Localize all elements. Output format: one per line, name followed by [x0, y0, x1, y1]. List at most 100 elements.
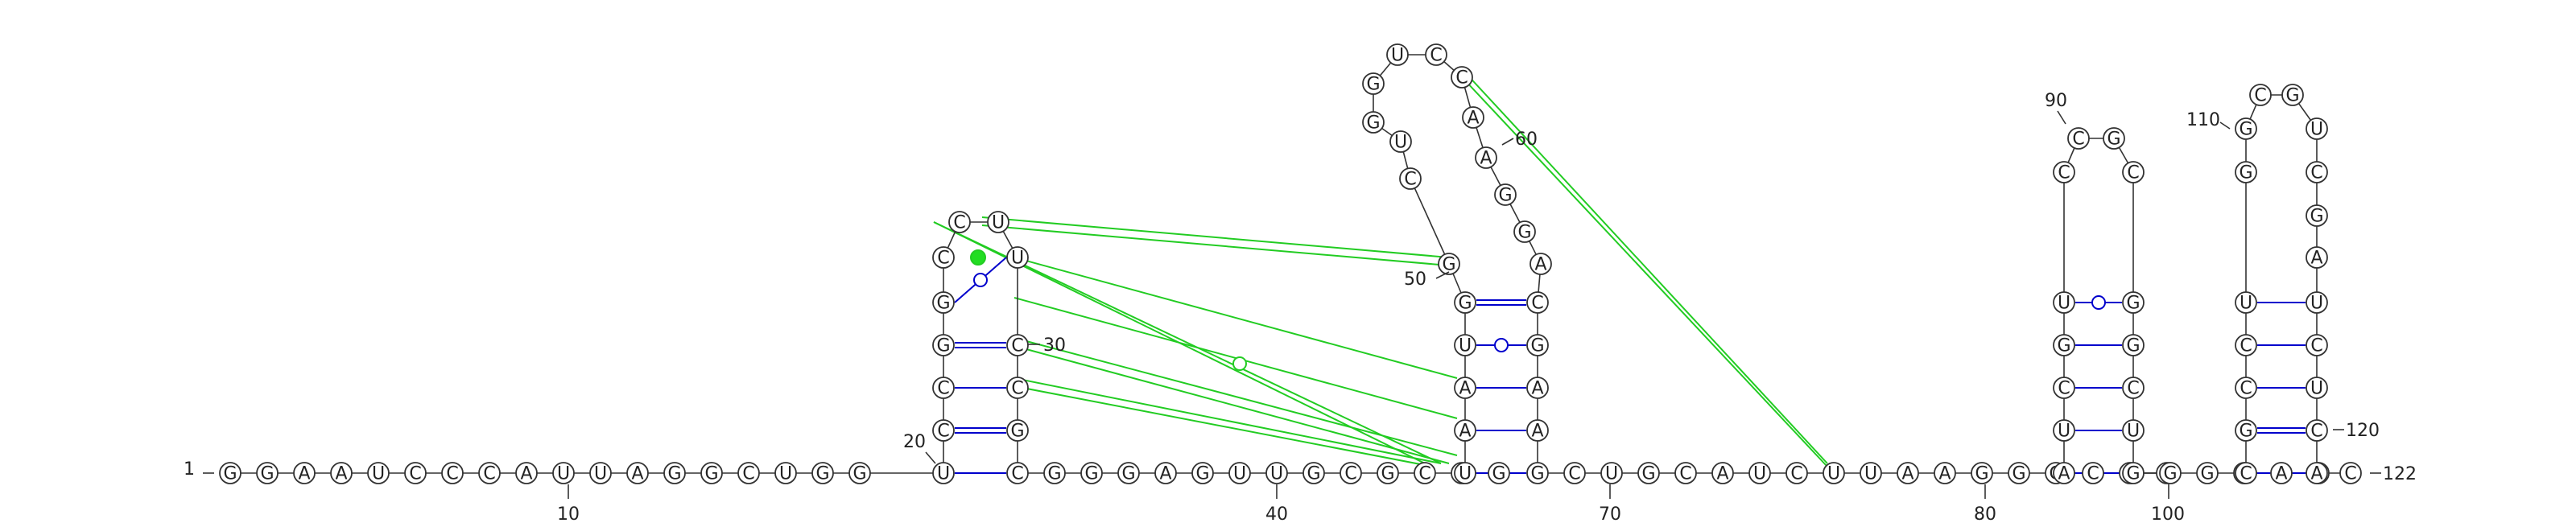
nucleotide-letter: G	[936, 294, 950, 314]
nucleotide-letter: C	[937, 379, 949, 399]
label-60: 60	[1515, 130, 1538, 150]
nucleotide-letter: G	[2239, 163, 2252, 183]
nucleotide-circle	[1191, 462, 1214, 484]
nucleotide: C	[1425, 43, 1447, 66]
nucleotide-circle	[2306, 246, 2328, 269]
nucleotide: U	[2306, 117, 2328, 140]
nucleotide-circle	[2306, 291, 2328, 314]
wobble-pair-marker	[973, 273, 988, 287]
nucleotide-letter: A	[335, 464, 347, 484]
nucleotide-circle	[700, 462, 723, 484]
nucleotide-letter: C	[953, 213, 965, 233]
nucleotide: G	[1006, 419, 1029, 442]
nucleotide-letter: U	[992, 213, 1005, 233]
nucleotide-letter: G	[1530, 464, 1544, 484]
nucleotide-circle	[932, 291, 955, 314]
nucleotide-letter: U	[1394, 133, 1407, 153]
nucleotide-circle	[478, 462, 501, 484]
nucleotide: U	[1386, 43, 1409, 66]
nucleotide: A	[1154, 462, 1177, 484]
nucleotide-circle	[1934, 462, 1956, 484]
nucleotide: U	[2235, 291, 2257, 314]
nucleotide-circle	[1563, 462, 1586, 484]
wobble-pair-marker	[1494, 338, 1509, 352]
nucleotide-circle	[1006, 377, 1029, 399]
nucleotide-letter: A	[631, 464, 643, 484]
nucleotide-letter: C	[742, 464, 754, 484]
nucleotide-circle	[1302, 462, 1325, 484]
nucleotide-letter: C	[1011, 336, 1023, 356]
nucleotide-circle	[1389, 130, 1412, 153]
nucleotide: C	[1526, 291, 1549, 314]
nucleotide: C	[441, 462, 464, 484]
nucleotide-letter: A	[1480, 149, 1492, 169]
tertiary-line	[981, 224, 1450, 266]
label-122: 122	[2383, 464, 2417, 484]
nucleotide-letter: G	[2285, 86, 2299, 106]
nucleotide: G	[2122, 462, 2145, 484]
nucleotide-letter: U	[594, 464, 607, 484]
nucleotide-letter: G	[2200, 464, 2214, 484]
tertiary-open-dot	[1232, 356, 1247, 371]
nucleotide-letter: G	[2057, 336, 2070, 356]
nucleotide-letter: C	[2310, 336, 2322, 356]
nucleotide-letter: C	[2087, 464, 2099, 484]
nucleotide-letter: A	[1938, 464, 1951, 484]
nucleotide-letter: C	[2058, 163, 2070, 183]
nucleotide: C	[1399, 167, 1422, 190]
nucleotide: G	[2235, 161, 2257, 183]
nucleotide: U	[552, 462, 575, 484]
nucleotide: G	[700, 462, 723, 484]
nucleotide-letter: C	[2310, 422, 2322, 442]
nucleotide: C	[1563, 462, 1586, 484]
backbone	[230, 54, 2351, 474]
nucleotide-letter: G	[2310, 207, 2323, 227]
nucleotide: G	[219, 462, 242, 484]
nucleotide: G	[2235, 117, 2257, 140]
nucleotide-letter: C	[1790, 464, 1802, 484]
label-30: 30	[1043, 336, 1066, 356]
nucleotide-letter: U	[2240, 294, 2252, 314]
nucleotide-circle	[1362, 111, 1385, 134]
label-80: 80	[1974, 504, 1996, 525]
wobble-pair-marker	[2091, 295, 2106, 310]
nucleotide: C	[2122, 377, 2145, 399]
nucleotide-circle	[404, 462, 427, 484]
nucleotide: U	[1228, 462, 1251, 484]
nucleotide: C	[2053, 161, 2075, 183]
nucleotide-letter: G	[1975, 464, 1988, 484]
nucleotide: C	[2306, 419, 2328, 442]
nucleotide-letter: A	[1531, 422, 1543, 442]
nucleotide-letter: A	[1901, 464, 1913, 484]
nucleotide-letter: G	[2107, 130, 2120, 150]
nucleotide-letter: U	[2310, 379, 2323, 399]
nucleotide: C	[1006, 462, 1029, 484]
nucleotide-letter: U	[557, 464, 570, 484]
nucleotide-circle	[1526, 334, 1549, 356]
nucleotide-letter: G	[1121, 464, 1135, 484]
nucleotide-letter: U	[1864, 464, 1877, 484]
nucleotide-circle	[2082, 462, 2104, 484]
nucleotide: C	[2339, 462, 2362, 484]
nucleotide-circle	[1454, 377, 1476, 399]
nucleotide-letter: C	[409, 464, 421, 484]
tertiary-line	[981, 216, 1450, 258]
nucleotide-circle	[737, 462, 760, 484]
nucleotide: G	[2103, 127, 2125, 150]
nucleotide-circle	[2339, 462, 2362, 484]
nucleotide-circle	[1386, 43, 1409, 66]
nucleotide: U	[1006, 246, 1029, 269]
nucleotide: U	[1454, 334, 1476, 356]
nucleotide-circle	[293, 462, 316, 484]
nucleotide-circle	[1117, 462, 1140, 484]
nucleotide-letter: G	[1442, 255, 1455, 275]
tick	[1435, 271, 1450, 279]
nucleotide: C	[1451, 66, 1473, 89]
nucleotide-letter: C	[1679, 464, 1691, 484]
nucleotide-circle	[1526, 419, 1549, 442]
nucleotide-letter: G	[1530, 336, 1544, 356]
nucleotide: G	[1971, 462, 1993, 484]
nucleotide-letter: U	[2127, 422, 2140, 442]
nucleotide-circle	[2122, 377, 2145, 399]
nucleotide: C	[2122, 161, 2145, 183]
